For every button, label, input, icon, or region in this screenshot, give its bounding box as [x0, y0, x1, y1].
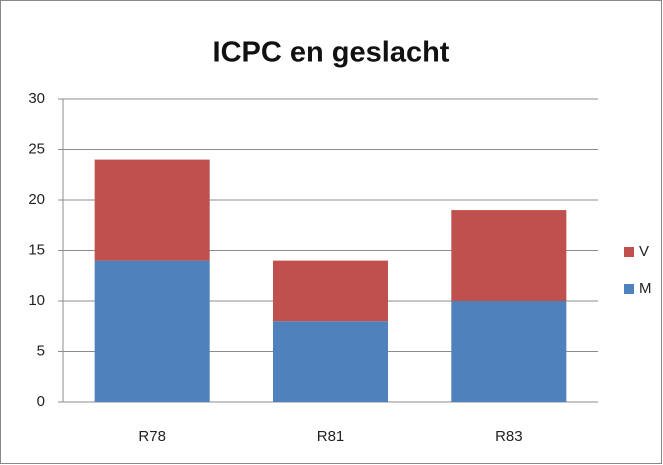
bar — [451, 210, 567, 301]
x-tick-label: R81 — [317, 428, 345, 445]
bar — [272, 321, 389, 402]
legend-label: V — [639, 243, 649, 260]
y-tick-label: 25 — [28, 140, 45, 157]
x-tick-label: R78 — [138, 428, 166, 445]
y-tick-label: 20 — [28, 191, 45, 208]
chart-title: ICPC en geslacht — [213, 37, 450, 69]
legend-label: M — [639, 280, 652, 297]
x-tick-label: R83 — [495, 428, 523, 445]
bar — [451, 301, 567, 402]
legend-swatch — [624, 284, 634, 294]
y-tick-label: 5 — [37, 342, 45, 359]
legend-swatch — [624, 247, 634, 257]
y-tick-label: 30 — [28, 90, 45, 107]
bar — [272, 260, 389, 322]
y-tick-label: 10 — [28, 292, 45, 309]
y-tick-label: 15 — [28, 241, 45, 258]
bar — [94, 159, 210, 261]
bar — [94, 260, 210, 402]
y-tick-label: 0 — [37, 393, 45, 410]
